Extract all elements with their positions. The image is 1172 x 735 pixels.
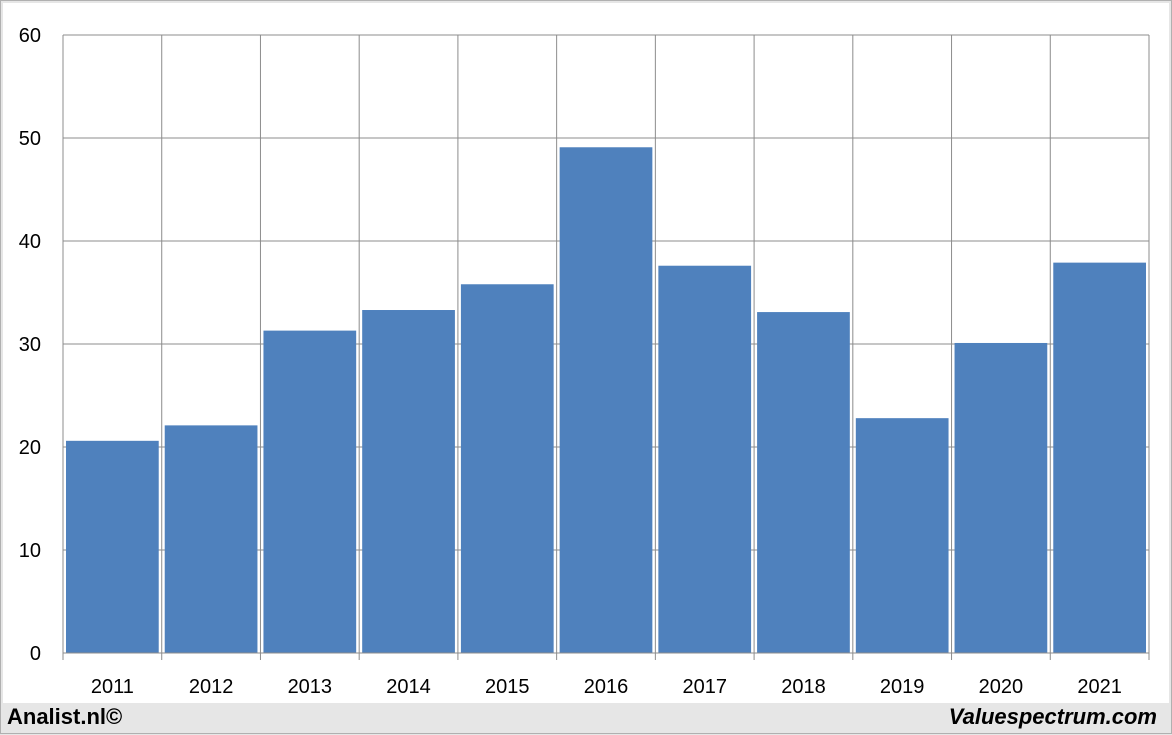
bar <box>1053 262 1146 653</box>
bar <box>757 312 850 653</box>
x-tick-label: 2013 <box>288 676 333 698</box>
y-tick-label: 0 <box>30 643 41 665</box>
y-tick-label: 30 <box>19 334 41 356</box>
y-tick-label: 50 <box>19 128 41 150</box>
y-tick-label: 10 <box>19 540 41 562</box>
footer-brand-left: Analist.nl© <box>7 704 123 729</box>
x-tick-label: 2011 <box>91 676 134 698</box>
x-tick-label: 2018 <box>781 676 826 698</box>
bar <box>66 440 159 653</box>
bar <box>954 342 1048 653</box>
x-tick-label: 2017 <box>682 676 727 698</box>
x-tick-label: 2012 <box>189 676 234 698</box>
x-tick-label: 2019 <box>880 676 925 698</box>
bar <box>559 147 653 653</box>
bar <box>362 310 455 653</box>
bar <box>460 284 554 653</box>
y-tick-label: 60 <box>19 25 41 47</box>
bar <box>855 418 949 653</box>
x-tick-label: 2020 <box>979 676 1024 698</box>
footer-brand-right: Valuespectrum.com <box>948 704 1157 729</box>
bar <box>164 425 258 653</box>
x-tick-label: 2016 <box>584 676 629 698</box>
bar <box>263 330 357 653</box>
y-tick-label: 20 <box>19 437 41 459</box>
x-tick-label: 2015 <box>485 676 530 698</box>
x-tick-label: 2014 <box>386 676 431 698</box>
x-tick-label: 2021 <box>1077 676 1122 698</box>
y-tick-label: 40 <box>19 231 41 253</box>
bar <box>658 265 752 653</box>
